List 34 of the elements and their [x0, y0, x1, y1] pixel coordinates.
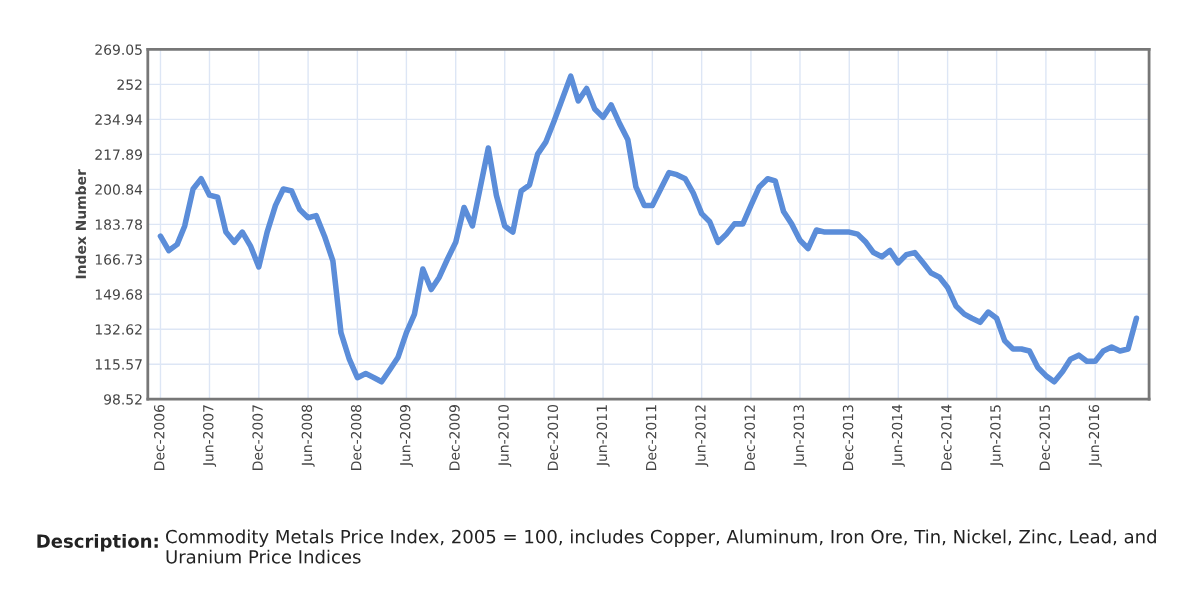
x-tick-label: Dec-2013	[842, 405, 854, 470]
y-tick-label: 166.73	[95, 254, 142, 265]
x-tick-label: Dec-2014	[941, 404, 952, 470]
y-tick-label: 98.52	[104, 394, 142, 405]
x-tick-label: Dec-2006	[153, 404, 165, 470]
y-tick-label: 200.84	[95, 184, 143, 195]
x-tick-label: Dec-2008	[350, 405, 362, 470]
x-tick-label: Jun-2012	[695, 405, 709, 467]
y-axis-title: Index Number	[75, 169, 87, 279]
y-tick-label: 217.89	[95, 149, 142, 160]
x-tick-label: Dec-2011	[645, 405, 657, 470]
text: Commodity Metals Price Index, 2005 = 100, includes Copper, Aluminum, Iron Ore, Tin, Nickel, Zinc, Lead, and Uranium Price Indices	[166, 529, 1156, 564]
text: Description:	[37, 533, 158, 552]
y-tick-label: 115.57	[95, 359, 142, 370]
x-tick-label: Jun-2014	[891, 404, 905, 467]
y-tick-label: 269.05	[95, 44, 142, 55]
y-tick-label: 234.94	[95, 114, 143, 125]
x-tick-label: Jun-2016	[1088, 404, 1102, 467]
x-tick-label: Dec-2015	[1039, 405, 1050, 470]
x-tick-label: Dec-2007	[252, 405, 263, 470]
y-tick-label: 252	[117, 79, 142, 90]
x-tick-label: Jun-2010	[498, 404, 512, 467]
x-tick-label: Jun-2011	[596, 405, 610, 467]
x-tick-label: Jun-2013	[793, 405, 807, 467]
y-tick-label: 132.62	[95, 324, 142, 335]
x-tick-label: Jun-2015	[990, 405, 1004, 467]
x-tick-label: Jun-2008	[301, 405, 315, 467]
x-tick-label: Dec-2012	[744, 405, 755, 470]
y-tick-label: 183.78	[95, 219, 142, 230]
x-tick-label: Jun-2009	[399, 405, 414, 467]
x-tick-label: Dec-2009	[449, 405, 460, 470]
x-tick-label: Dec-2010	[547, 404, 559, 470]
x-tick-label: Jun-2007	[203, 405, 217, 467]
y-tick-label: 149.68	[95, 289, 142, 300]
